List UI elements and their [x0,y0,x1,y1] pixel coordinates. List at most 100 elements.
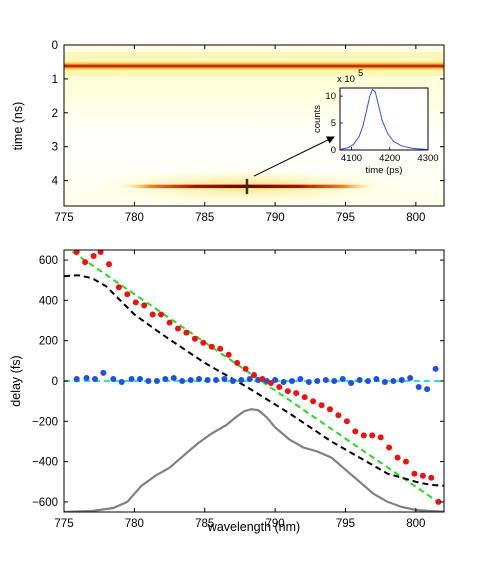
blue-data-point [196,376,203,382]
red-data-point [242,365,249,372]
red-data-point [259,376,266,382]
blue-data-point [272,377,279,383]
red-data-point [90,253,97,259]
red-data-point [267,380,274,386]
red-data-point [149,311,156,318]
red-data-point [419,472,426,479]
x-tick-label: 800 [406,518,425,530]
inset-pointer-arrow [253,136,335,177]
red-data-point [141,302,148,309]
blue-data-point [187,377,194,383]
x-tick-label: 785 [195,212,214,224]
inset-y-tick-label: 10 [325,91,336,102]
blue-data-point [229,378,236,384]
y-tick-label: 3 [52,142,58,154]
red-data-point [377,434,384,441]
blue-data-point [145,378,152,384]
blue-data-point [305,379,312,385]
blue-data-point [331,378,338,384]
inset-x-label: time (ps) [366,165,403,176]
red-data-point [335,412,342,419]
blue-data-point [118,379,125,385]
red-data-point [369,432,376,439]
y-tick-label: 2 [52,108,58,120]
blue-data-point [137,376,143,382]
inset-y-label: counts [312,105,323,133]
blue-data-point [92,376,98,382]
blue-data-point [213,377,219,383]
delay-x-label: wavelength (nm) [207,520,300,534]
y-tick-label: −200 [32,416,58,428]
blue-data-point [365,378,371,384]
blue-data-point [398,377,405,383]
heatmap-y-label: time (ns) [11,102,25,151]
blue-data-point [100,369,107,376]
red-data-point [82,259,89,266]
x-tick-label: 775 [54,212,73,224]
heatmap-band-1 [64,60,444,72]
red-data-point [225,351,232,358]
red-data-point [166,319,173,326]
blue-data-point [238,377,245,383]
inset-y-tick-label: 0 [331,145,336,156]
red-data-point [115,284,122,291]
inset-x-tick-label: 4200 [379,153,400,164]
red-data-point [124,291,131,298]
red-data-point [293,390,300,397]
red-data-point [403,458,409,465]
heatmap-frame [63,44,445,207]
delay-y-label: delay (fs) [9,355,23,406]
blue-data-point [110,376,117,382]
blue-data-point [390,378,397,384]
blue-data-point [424,386,431,393]
x-tick-label: 795 [336,518,355,530]
blue-data-point [179,378,186,384]
inset-x-tick-label: 4300 [417,153,438,164]
blue-data-point [204,377,211,383]
inset-multiplier: x 10 [337,74,355,85]
blue-data-point [348,380,355,386]
red-data-point [310,398,317,405]
x-tick-label: 780 [125,518,144,530]
blue-data-point [415,384,422,390]
y-tick-label: 200 [39,336,58,348]
red-data-point [318,402,325,409]
red-data-point [386,444,393,451]
y-tick-label: 600 [39,255,58,267]
y-tick-label: 0 [52,40,58,52]
blue-data-point [83,375,90,381]
blue-data-point [322,377,329,383]
y-tick-label: 1 [52,74,58,86]
red-data-point [234,359,241,366]
series-line-3 [64,274,444,487]
red-data-point [158,311,165,318]
y-tick-label: −400 [32,457,58,469]
blue-data-point [407,375,414,381]
red-data-point [106,261,112,268]
y-tick-label: 0 [52,376,58,388]
y-tick-label: 4 [52,176,59,188]
blue-data-point [432,365,439,372]
red-data-point [73,250,80,255]
red-data-point [352,428,359,435]
red-data-point [132,299,139,306]
blue-data-point [73,376,80,382]
x-tick-label: 790 [266,212,285,224]
x-tick-label: 800 [406,212,425,224]
x-tick-label: 785 [195,518,214,530]
red-data-point [343,418,350,425]
red-data-point [360,432,367,439]
red-data-point [217,345,224,352]
red-data-point [276,384,283,390]
red-data-point [428,474,435,481]
blue-data-point [339,376,346,382]
blue-data-point [280,379,287,385]
red-data-point [97,250,104,255]
x-tick-label: 790 [266,518,285,530]
y-tick-label: −600 [32,497,58,509]
x-tick-label: 780 [125,212,144,224]
blue-data-point [170,375,177,381]
red-data-point [251,372,257,378]
red-data-point [200,339,207,346]
red-data-point [284,388,291,395]
